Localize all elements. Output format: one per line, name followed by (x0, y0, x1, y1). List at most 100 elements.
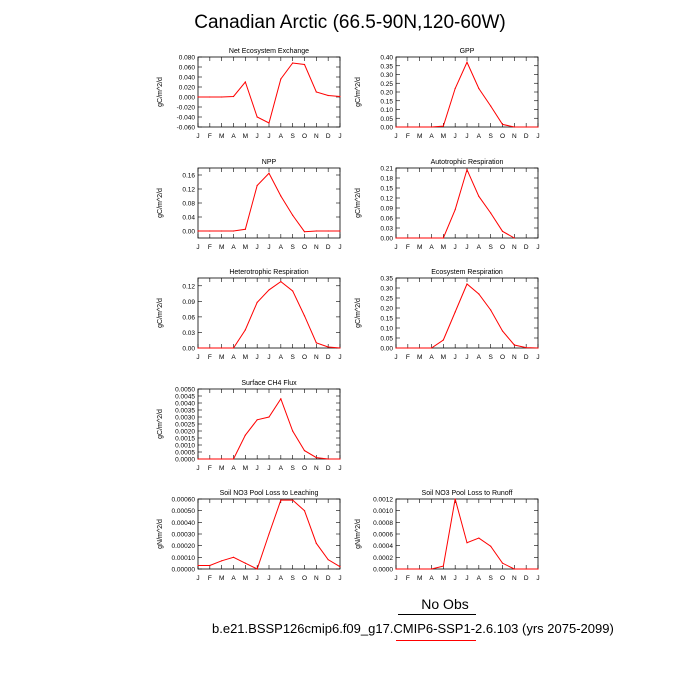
x-tick-label: A (279, 465, 284, 472)
y-tick-label: 0.16 (182, 173, 195, 180)
data-point (268, 172, 270, 174)
x-tick-label: J (394, 354, 397, 361)
y-axis-label: gC/m^2/d (157, 188, 164, 218)
data-point (454, 311, 456, 313)
data-point (466, 283, 468, 285)
x-tick-label: A (231, 133, 236, 140)
data-point (513, 568, 515, 570)
series-line (198, 281, 341, 349)
x-tick-label: A (279, 354, 284, 361)
data-point (327, 94, 329, 97)
data-point (292, 290, 294, 292)
x-tick-label: M (441, 244, 446, 251)
data-point (339, 347, 341, 349)
y-tick-label: -0.020 (177, 105, 196, 112)
data-point (478, 195, 480, 197)
data-point (315, 542, 317, 544)
x-tick-label: A (231, 575, 236, 582)
y-tick-label: 0.00030 (172, 532, 196, 539)
page-title: Canadian Arctic (66.5-90N,120-60W) (194, 12, 506, 33)
data-point (442, 125, 444, 127)
legend-separator (398, 614, 476, 615)
x-tick-label: D (524, 133, 529, 140)
chart-panel-9: Soil NO3 Pool Loss to Runoff gN/m^2/d 0.00… (355, 490, 540, 582)
series-line (198, 397, 340, 460)
data-point (197, 564, 199, 567)
series-line (396, 168, 515, 239)
data-point (292, 214, 294, 216)
data-point (232, 230, 235, 232)
chart-title: Heterotrophic Respiration (229, 269, 308, 276)
data-point (268, 122, 270, 124)
x-tick-label: A (231, 465, 236, 472)
x-tick-label: N (512, 354, 517, 361)
data-point (513, 126, 515, 128)
data-point (490, 105, 492, 107)
x-tick-label: F (208, 354, 212, 361)
y-tick-label: 0.0010 (373, 508, 393, 515)
chart-title: Soil NO3 Pool Loss to Runoff (422, 490, 513, 497)
data-point (303, 63, 306, 66)
data-point (419, 237, 421, 239)
x-tick-label: D (524, 575, 529, 582)
x-tick-label: J (394, 244, 397, 251)
data-point (501, 562, 504, 564)
data-point (221, 230, 223, 232)
x-tick-label: M (243, 244, 248, 251)
data-point (419, 126, 421, 128)
x-tick-label: J (256, 133, 259, 140)
y-tick-label: 0.0004 (373, 543, 393, 550)
x-tick-label: J (536, 133, 539, 140)
chart-panel-2: GPP gC/m^2/d 0.00 0.05 0.10 0.150.20 0.25 0.30 0… (355, 48, 540, 140)
data-point (525, 347, 527, 349)
x-tick-label: J (338, 354, 341, 361)
x-tick-label: D (326, 575, 331, 582)
x-tick-label: J (256, 244, 259, 251)
y-tick-label: 0.00 (182, 346, 195, 353)
x-tick-label: A (429, 244, 434, 251)
data-point (501, 123, 504, 125)
x-tick-label: J (196, 133, 199, 140)
x-tick-label: S (488, 244, 493, 251)
x-tick-label: F (208, 575, 212, 582)
data-point (244, 81, 246, 83)
x-tick-label: M (243, 575, 248, 582)
data-point (395, 347, 397, 349)
legend-series-swatch (396, 640, 476, 641)
x-tick-label: M (417, 354, 422, 361)
x-tick-label: M (243, 133, 248, 140)
y-tick-label: 0.0000 (373, 567, 393, 574)
data-point (209, 230, 211, 232)
x-tick-label: J (196, 354, 199, 361)
y-tick-label: 0.05 (380, 116, 393, 123)
x-tick-label: M (219, 354, 224, 361)
data-point (454, 209, 456, 211)
x-tick-label: D (524, 244, 529, 251)
y-tick-label: 0.10 (380, 326, 393, 333)
data-point (478, 537, 480, 539)
series-line (396, 283, 539, 349)
y-tick-label: 0.10 (380, 107, 393, 114)
data-point (327, 346, 329, 348)
y-axis-label: gC/m^2/d (157, 298, 164, 328)
data-point (197, 230, 199, 232)
data-point (454, 87, 456, 90)
x-tick-label: N (314, 244, 319, 251)
x-tick-label: O (302, 133, 307, 140)
data-point (256, 116, 258, 118)
x-tick-label: J (465, 354, 468, 361)
data-point (209, 96, 211, 98)
chart-panel-1: Net Ecosystem Exchange gC/m^2/d -0.060 -0.0… (157, 48, 342, 140)
x-tick-label: D (326, 465, 331, 472)
y-tick-label: 0.25 (380, 81, 393, 88)
data-point (339, 95, 341, 98)
data-point (442, 339, 444, 341)
data-point (232, 458, 235, 460)
data-point (478, 87, 480, 90)
x-tick-label: A (279, 133, 284, 140)
x-tick-label: J (267, 354, 270, 361)
x-tick-label: S (290, 575, 295, 582)
plot-frame (197, 388, 341, 460)
data-point (209, 458, 211, 460)
